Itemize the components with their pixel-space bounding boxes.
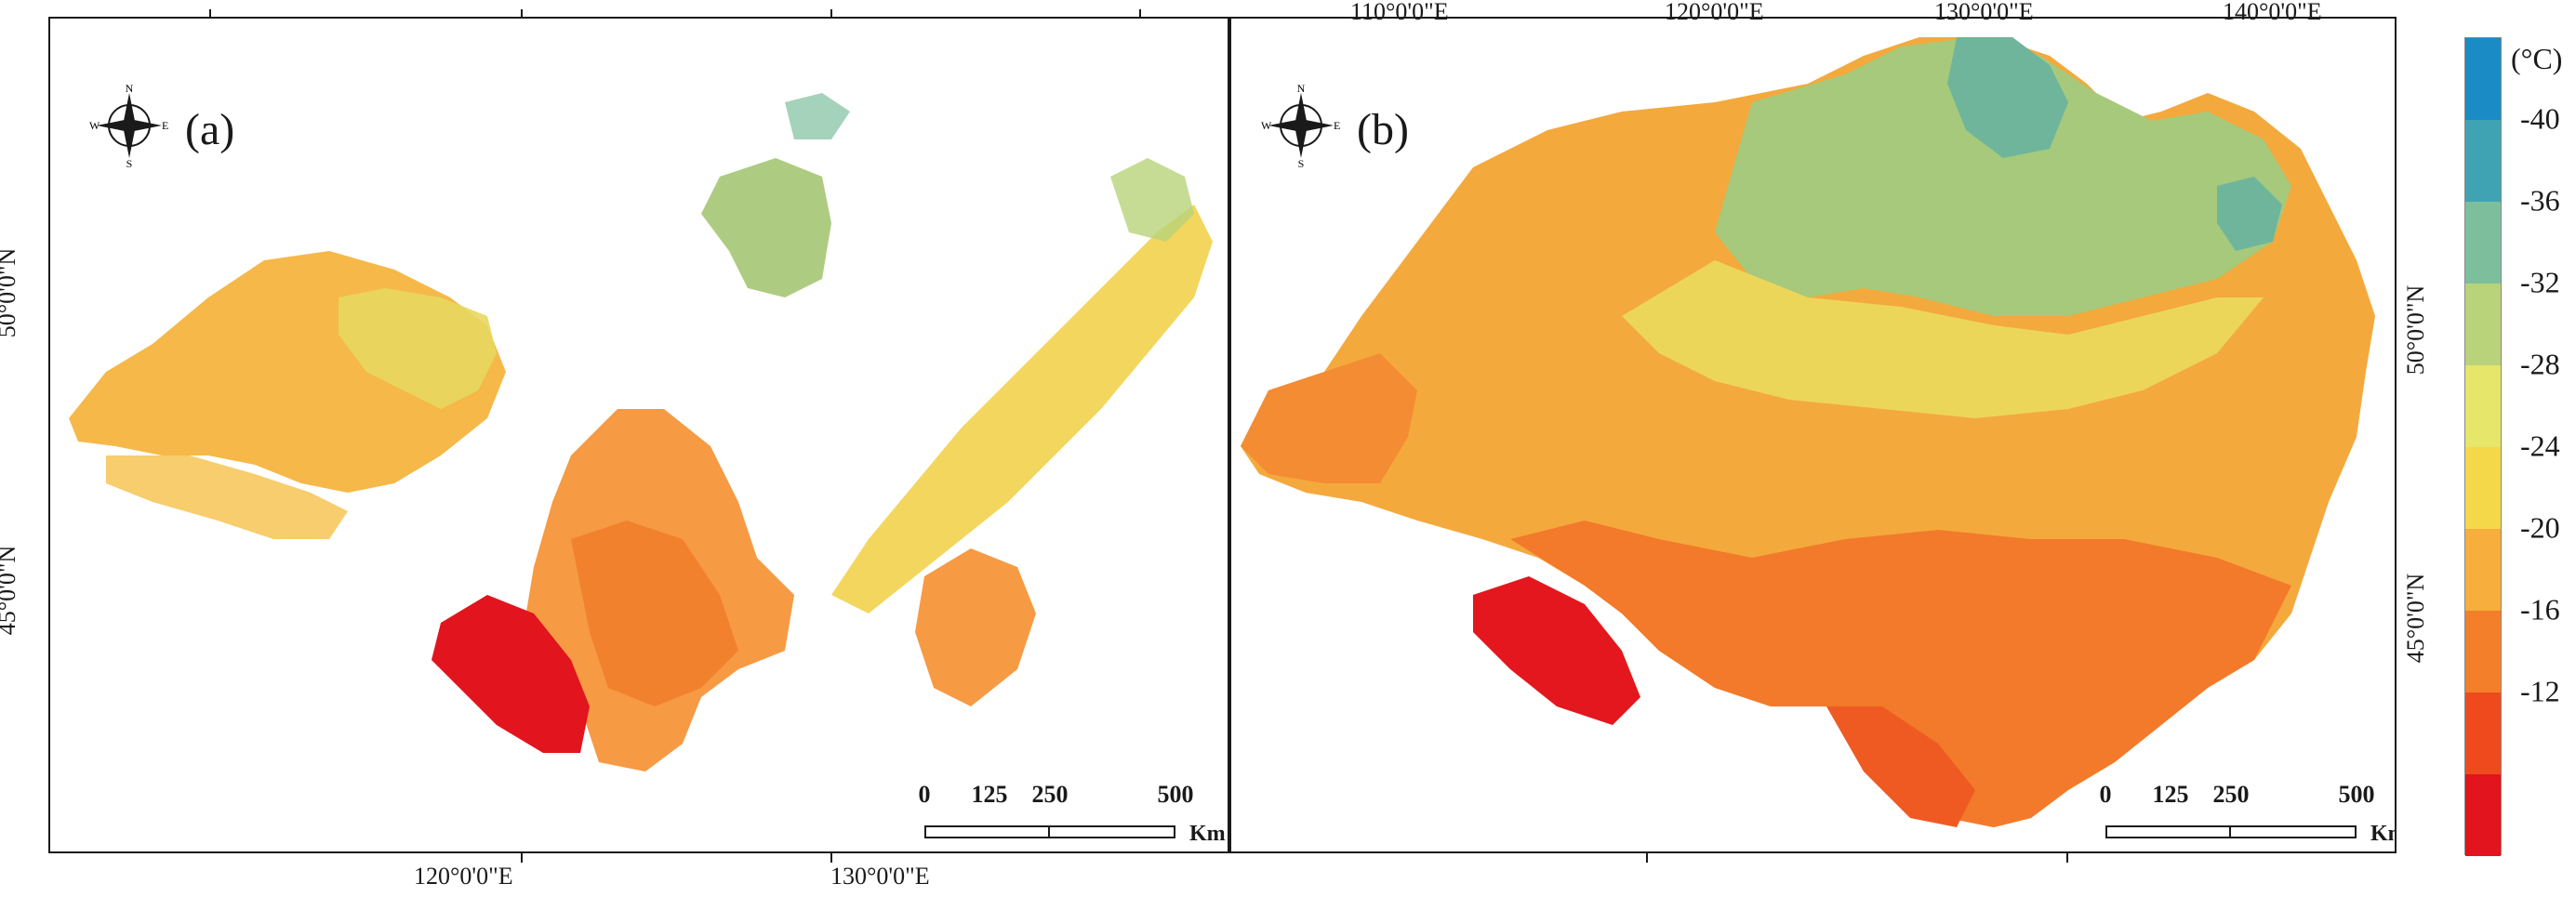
map-region-central-green <box>701 158 831 297</box>
axis-label-bottom-a-120e: 120°0'0"E <box>414 863 513 890</box>
map-region-east-band <box>831 204 1213 613</box>
map-region-b-south-orange <box>1510 521 2291 827</box>
axis-label-bottom-a-130e: 130°0'0"E <box>830 863 930 890</box>
legend-swatch <box>2465 529 2501 611</box>
map-region-b-ne-teal <box>2217 177 2282 251</box>
map-panel-b: (b) N S W E 0 125 250 500 Km <box>1229 17 2397 853</box>
scale-tick-500: 500 <box>1157 781 1194 808</box>
legend-swatch <box>2465 120 2501 202</box>
axis-label-right-b-45n: 45°0'0"N <box>2402 573 2430 664</box>
scale-tick-0: 0 <box>918 781 931 808</box>
map-region-b-west-orange <box>1241 353 1417 483</box>
legend-label: -12 <box>2520 674 2560 708</box>
svg-text:E: E <box>162 119 168 132</box>
map-region-b-teal <box>1947 37 2068 158</box>
scale-tick-125: 125 <box>2152 781 2189 808</box>
svg-text:N: N <box>126 84 134 95</box>
map-region-b-red <box>1473 576 1640 725</box>
legend-label: -20 <box>2520 510 2560 545</box>
tick-mark <box>2066 853 2068 863</box>
legend-unit: (°C) <box>2511 42 2563 75</box>
map-region-west-south <box>106 455 348 539</box>
compass-rose-icon: N S W E <box>89 84 168 167</box>
axis-label-top-b-140e: 140°0'0"E <box>2223 0 2322 25</box>
legend-swatch <box>2465 38 2501 120</box>
map-region-east-orange <box>915 548 1036 706</box>
axis-label-right-b-50n: 50°0'0"N <box>2402 284 2430 376</box>
svg-text:E: E <box>1334 119 1340 132</box>
scale-bar-segment-2 <box>2229 825 2357 838</box>
color-legend <box>2464 37 2502 856</box>
scale-unit: Km <box>2370 822 2395 846</box>
temperature-map-a <box>69 93 1213 772</box>
axis-label-top-b-130e: 130°0'0"E <box>1934 0 2034 25</box>
legend-label: -36 <box>2520 183 2560 218</box>
legend-label: -24 <box>2520 429 2560 463</box>
scale-tick-500: 500 <box>2338 781 2375 808</box>
tick-mark <box>1139 9 1141 19</box>
map-region-b-north-green <box>1715 37 2291 316</box>
scale-unit: Km <box>1189 822 1226 846</box>
legend-swatch <box>2465 284 2501 365</box>
legend-label: -40 <box>2520 101 2560 136</box>
legend-swatch <box>2465 365 2501 447</box>
legend-swatch <box>2465 611 2501 693</box>
map-region-b-deep-south <box>1826 706 1975 827</box>
legend-label: -32 <box>2520 265 2560 299</box>
scale-tick-125: 125 <box>971 781 1008 808</box>
temperature-map-b <box>1241 37 2375 827</box>
legend-label: -16 <box>2520 592 2560 627</box>
tick-mark <box>521 853 523 863</box>
scale-bar: 0 125 250 500 Km <box>2087 781 2396 846</box>
scale-tick-250: 250 <box>1031 781 1069 808</box>
panel-label: (b) <box>1357 105 1409 154</box>
map-region-b-yellow-band <box>1622 260 2264 418</box>
scale-bar-segment-1 <box>2105 825 2231 838</box>
tick-mark <box>830 853 832 863</box>
legend-swatch <box>2465 693 2501 774</box>
tick-mark <box>830 9 832 19</box>
tick-mark <box>521 9 523 19</box>
scale-tick-250: 250 <box>2212 781 2250 808</box>
legend-swatch <box>2465 447 2501 529</box>
legend-swatch <box>2465 774 2501 856</box>
map-region-northeast-teal <box>785 93 850 139</box>
scale-bar-segment-2 <box>1048 825 1175 838</box>
map-panel-a: (a) N S W E 0 125 250 500 Km <box>48 17 1229 853</box>
compass-rose-icon: N S W E <box>1261 84 1340 167</box>
tick-mark <box>1646 853 1648 863</box>
scale-bar: 0 125 250 500 Km <box>906 781 1228 846</box>
panel-label: (a) <box>185 105 235 154</box>
axis-label-top-b-110e: 110°0'0"E <box>1350 0 1449 25</box>
map-region-southwest-red <box>432 595 590 753</box>
scale-tick-0: 0 <box>2099 781 2112 808</box>
tick-mark <box>209 9 211 19</box>
axis-label-left-a-50n: 50°0'0"N <box>0 247 21 338</box>
svg-text:S: S <box>1298 157 1305 167</box>
svg-text:S: S <box>126 157 133 167</box>
legend-swatch <box>2465 202 2501 284</box>
map-region-south-deep <box>571 521 738 706</box>
axis-label-left-a-45n: 45°0'0"N <box>0 545 21 636</box>
axis-label-top-b-120e: 120°0'0"E <box>1665 0 1764 25</box>
svg-text:N: N <box>1297 84 1306 95</box>
map-region-west-yellow <box>339 288 497 409</box>
legend-label: -28 <box>2520 347 2560 381</box>
map-region-east-green <box>1110 158 1194 242</box>
scale-bar-segment-1 <box>924 825 1050 838</box>
svg-text:W: W <box>1261 119 1272 132</box>
svg-text:W: W <box>89 119 100 132</box>
